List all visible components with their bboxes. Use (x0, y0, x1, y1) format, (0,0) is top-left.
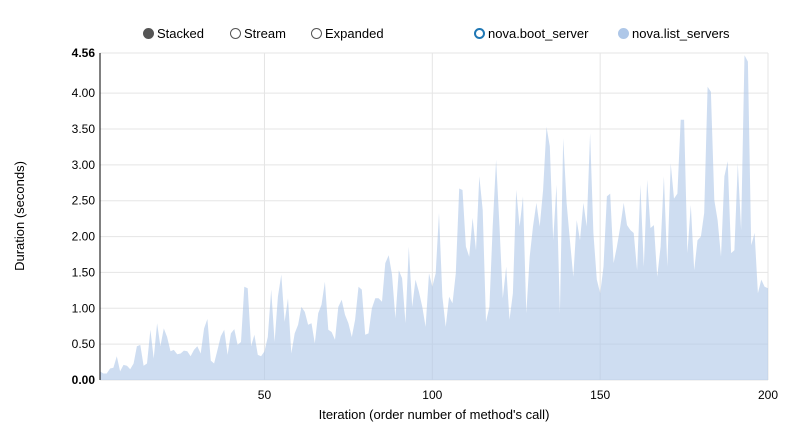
x-tick-label: 150 (590, 388, 610, 402)
legend-label: nova.boot_server (488, 26, 589, 41)
y-tick-label: 4.00 (72, 86, 96, 100)
x-tick-label: 100 (422, 388, 442, 402)
legend: Stacked Stream Expanded nova.boot_server… (0, 26, 800, 46)
legend-item-nova-list-servers[interactable]: nova.list_servers (618, 26, 730, 41)
control-stacked[interactable]: Stacked (143, 26, 204, 41)
x-tick-label: 200 (758, 388, 778, 402)
control-stream[interactable]: Stream (230, 26, 286, 41)
y-tick-label: 1.50 (72, 265, 96, 279)
legend-circle-icon (618, 28, 629, 39)
y-tick-label: 2.50 (72, 194, 96, 208)
y-tick-label: 3.00 (72, 158, 96, 172)
control-expanded[interactable]: Expanded (311, 26, 384, 41)
radio-filled-icon (143, 28, 154, 39)
radio-empty-icon (311, 28, 322, 39)
radio-empty-icon (230, 28, 241, 39)
y-tick-label: 4.56 (72, 46, 96, 60)
control-label: Expanded (325, 26, 384, 41)
control-label: Stream (244, 26, 286, 41)
x-tick-label: 50 (258, 388, 272, 402)
y-tick-label: 0.00 (72, 373, 96, 387)
legend-circle-icon (474, 28, 485, 39)
y-axis-label: Duration (seconds) (12, 161, 27, 271)
area-nova-list-servers[interactable] (100, 55, 768, 380)
legend-item-nova-boot-server[interactable]: nova.boot_server (474, 26, 588, 41)
x-axis-label: Iteration (order number of method's call… (319, 407, 550, 422)
legend-label: nova.list_servers (632, 26, 730, 41)
y-tick-label: 3.50 (72, 122, 96, 136)
control-label: Stacked (157, 26, 204, 41)
y-tick-label: 1.00 (72, 301, 96, 315)
y-tick-label: 0.50 (72, 337, 96, 351)
y-tick-label: 2.00 (72, 230, 96, 244)
